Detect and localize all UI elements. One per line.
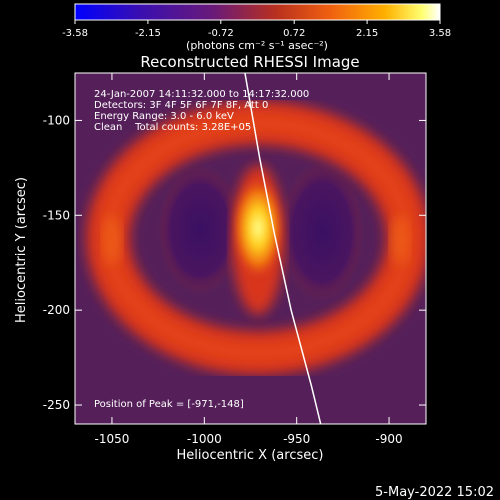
rhessi-map — [75, 73, 426, 424]
colorbar-tick-label: 2.15 — [356, 28, 378, 39]
footer-date: 5-May-2022 15:02 — [375, 485, 494, 500]
clean-counts-text: Clean Total counts: 3.28E+05 — [94, 122, 251, 133]
y-tick-label: -200 — [43, 303, 70, 317]
colorbar-ticks: -3.58 -2.15 -0.72 0.72 2.15 3.58 — [62, 20, 451, 39]
colorbar-tick-label: -3.58 — [62, 28, 88, 39]
y-axis-label: Heliocentric Y (arcsec) — [14, 177, 29, 323]
emission-peak — [232, 176, 284, 280]
detectors-text: Detectors: 3F 4F 5F 6F 7F 8F, Att 0 — [94, 100, 268, 111]
colorbar-tick-label: 3.58 — [429, 28, 451, 39]
x-tick-label: -1050 — [95, 432, 130, 446]
time-range-text: 24-Jan-2007 14:11:32.000 to 14:17:32.000 — [94, 89, 309, 100]
colorbar: -3.58 -2.15 -0.72 0.72 2.15 3.58 (photons cm⁻… — [62, 3, 451, 52]
peak-position-text: Position of Peak = [-971,-148] — [94, 399, 244, 410]
colorbar-gradient — [74, 3, 441, 21]
energy-range-text: Energy Range: 3.0 - 6.0 keV — [94, 111, 234, 122]
colorbar-tick-label: -0.72 — [208, 28, 234, 39]
x-tick-label: -900 — [375, 432, 402, 446]
annotations: 24-Jan-2007 14:11:32.000 to 14:17:32.000… — [94, 89, 309, 410]
x-axis-label: Heliocentric X (arcsec) — [177, 448, 324, 463]
colorbar-tick-label: 0.72 — [283, 28, 305, 39]
left-cavity — [158, 165, 242, 295]
right-cavity — [280, 162, 364, 302]
map-frame — [74, 72, 427, 425]
y-tick-label: -150 — [43, 208, 70, 222]
y-tick-label: -100 — [43, 113, 70, 127]
x-tick-label: -1000 — [187, 432, 222, 446]
colorbar-unit-label: (photons cm⁻² s⁻¹ asec⁻²) — [186, 39, 328, 52]
y-tick-label: -250 — [43, 398, 70, 412]
x-tick-label: -950 — [283, 432, 310, 446]
plot-title: Reconstructed RHESSI Image — [140, 53, 359, 71]
colorbar-tick-label: -2.15 — [135, 28, 161, 39]
solar-limb-line — [244, 73, 322, 424]
x-axis-ticks: -1050 -1000 -950 -900 — [95, 73, 403, 446]
y-axis-ticks: -100 -150 -200 -250 — [43, 113, 426, 412]
